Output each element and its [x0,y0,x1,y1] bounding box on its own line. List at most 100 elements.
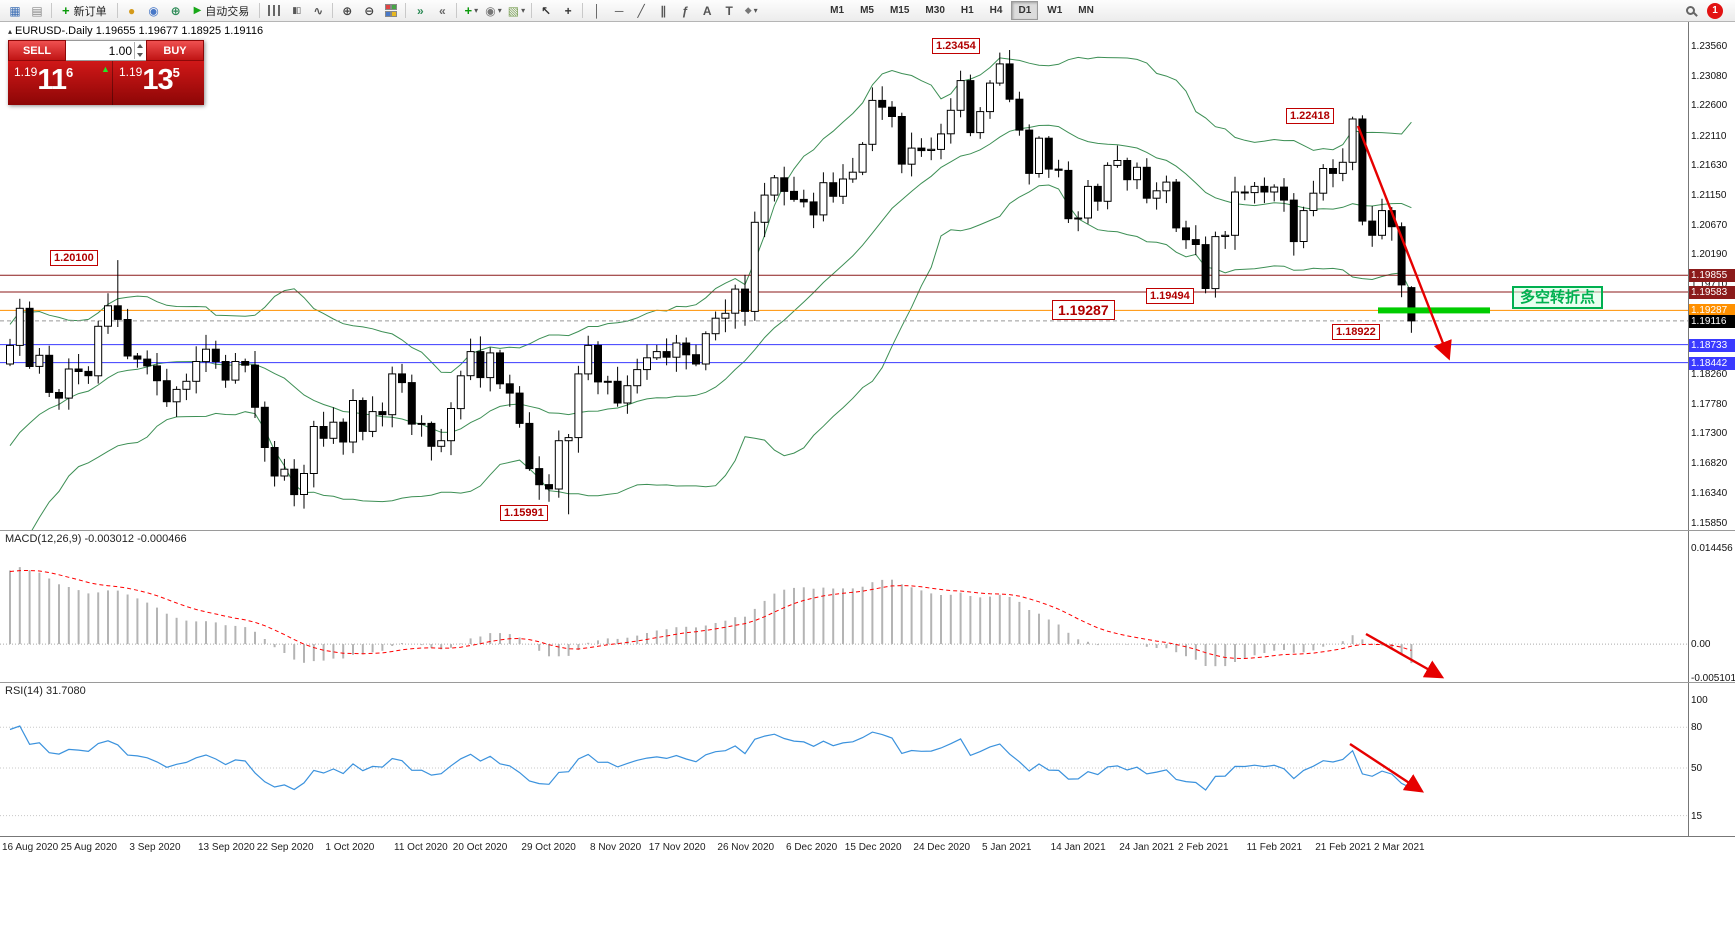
price-tag: 1.19855 [1689,269,1735,282]
volume-spinner[interactable] [134,42,145,59]
text-icon[interactable]: A [702,3,712,18]
zoom-out-icon[interactable]: ⊖ [364,3,375,18]
chart-area[interactable]: ▴ EURUSD-.Daily 1.19655 1.19677 1.18925 1… [0,22,1735,836]
candlestick-chart-icon[interactable]: ▮▯ [292,5,301,15]
channel-icon[interactable]: ∥ [660,3,667,18]
auto-scroll-icon[interactable]: » [416,3,424,18]
macd-indicator-label: MACD(12,26,9) -0.003012 -0.000466 [5,533,187,545]
volume-value: 1.00 [108,43,132,58]
line-chart-icon[interactable]: ∿ [313,3,324,18]
market-watch-icon[interactable]: ● [127,3,136,18]
date-label: 17 Nov 2020 [648,842,706,853]
rsi-scale-label: 100 [1691,695,1708,706]
vertical-line-icon[interactable]: │ [593,3,601,18]
trend-arrow[interactable] [1349,742,1425,793]
crosshair-icon[interactable]: + [564,3,572,18]
timeframe-mn[interactable]: MN [1078,5,1094,16]
chart-shift-icon[interactable]: « [438,3,446,18]
template-icon: ▧ [507,3,520,18]
panel-separator[interactable] [0,530,1735,531]
timeframe-m30[interactable]: M30 [925,5,945,16]
price-scale-label: 1.20190 [1691,249,1728,260]
price-tag: 1.19583 [1689,286,1735,299]
timeframe-h4[interactable]: H4 [989,5,1003,16]
symbol-ohlc-text: EURUSD-.Daily 1.19655 1.19677 1.18925 1.… [15,25,264,37]
time-axis[interactable]: 16 Aug 2020 25 Aug 2020 3 Sep 2020 13 Sep 2… [0,836,1735,858]
trend-arrow[interactable] [1356,125,1452,361]
note-callout[interactable]: 多空转折点 [1512,286,1604,309]
date-label: 26 Nov 2020 [717,842,775,853]
timeframe-w1[interactable]: W1 [1047,5,1063,16]
rsi-scale-label: 80 [1691,722,1703,733]
search-icon[interactable] [1679,1,1701,21]
notification-badge[interactable]: 1 [1707,2,1723,19]
rsi-indicator-label: RSI(14) 31.7080 [5,685,86,697]
date-label: 24 Jan 2021 [1119,842,1175,853]
macd-scale-label: -0.005101 [1691,673,1735,684]
timeframe-m1[interactable]: M1 [830,5,845,16]
rsi-scale-label: 50 [1691,763,1703,774]
price-callout[interactable]: 1.20100 [50,250,98,266]
bar-chart-icon[interactable] [263,1,285,21]
text-label-icon[interactable]: T [725,3,733,18]
new-order-button[interactable]: + 新订单 [55,1,114,21]
price-scale[interactable]: 1.23560 1.23080 1.22600 1.22110 1.21630 1.211… [1688,22,1735,836]
buy-button[interactable]: BUY [146,40,204,61]
volume-input[interactable]: 1.00 [66,40,146,61]
price-callout[interactable]: 1.19287 [1052,300,1115,320]
profiles-icon[interactable]: ▤ [31,3,43,18]
toolbar-separator [456,3,458,18]
sell-button[interactable]: SELL [8,40,66,61]
collapse-triangle-icon[interactable]: ▴ [8,27,13,36]
trendline-icon[interactable]: ╱ [637,3,645,18]
cursor-icon[interactable]: ↖ [541,3,552,18]
price-callout[interactable]: 1.23454 [932,38,980,54]
horizontal-line-icon[interactable]: ─ [614,3,624,18]
shapes-menu-button[interactable]: ◆ ▾ [740,1,762,21]
price-scale-label: 1.20670 [1691,220,1728,231]
trend-arrow[interactable] [1365,632,1445,679]
fibonacci-icon[interactable]: ƒ [681,3,689,18]
price-scale-label: 1.21150 [1691,190,1727,201]
autotrading-button[interactable]: ▶ 自动交易 [187,1,257,21]
date-label: 6 Dec 2020 [786,842,838,853]
bid-price-display: 1.19116 [14,64,74,96]
price-callout[interactable]: 1.18922 [1332,324,1380,340]
globe-icon[interactable]: ⊕ [170,3,181,18]
timeframe-h1[interactable]: H1 [960,5,974,16]
timeframe-m5[interactable]: M5 [860,5,874,16]
panel-separator[interactable] [0,682,1735,683]
spinner-up-icon[interactable] [137,44,143,49]
date-label: 8 Nov 2020 [590,842,642,853]
timeframe-d1[interactable]: D1 [1011,1,1039,20]
price-scale-label: 1.22600 [1691,100,1728,111]
price-scale-label: 1.19710 [1691,279,1728,290]
toolbar-separator [332,3,334,18]
tile-windows-icon[interactable] [380,1,402,21]
turning-point-segment[interactable] [1378,307,1490,314]
indicators-menu-button[interactable]: + ▾ [464,3,479,18]
autotrading-label: 自动交易 [205,5,250,18]
spinner-down-icon[interactable] [137,52,143,57]
date-label: 14 Jan 2021 [1050,842,1106,853]
periods-menu-button[interactable]: ◉ ▾ [482,1,505,21]
toolbar-separator [259,3,261,18]
macd-scale-label: 0.014456 [1691,543,1733,554]
price-scale-label: 1.16820 [1691,458,1728,469]
price-callout[interactable]: 1.15991 [500,505,548,521]
clock-icon: ◉ [485,3,496,18]
price-tag: 1.19287 [1689,304,1735,317]
date-label: 22 Sep 2020 [256,842,314,853]
price-scale-label: 1.23560 [1691,41,1728,52]
data-window-icon[interactable]: ◉ [148,3,159,18]
timeframe-m15[interactable]: M15 [889,5,910,16]
date-label: 2 Mar 2021 [1374,842,1425,853]
price-chart-svg[interactable] [0,22,1688,836]
new-chart-icon[interactable]: ▦ [9,3,21,18]
price-callout[interactable]: 1.19494 [1146,288,1194,304]
price-callout[interactable]: 1.22418 [1286,108,1334,124]
templates-menu-button[interactable]: ▧ ▾ [505,1,528,21]
zoom-in-icon[interactable]: ⊕ [342,3,353,18]
chevron-down-icon: ▾ [521,6,526,15]
chevron-down-icon: ▾ [497,6,502,15]
